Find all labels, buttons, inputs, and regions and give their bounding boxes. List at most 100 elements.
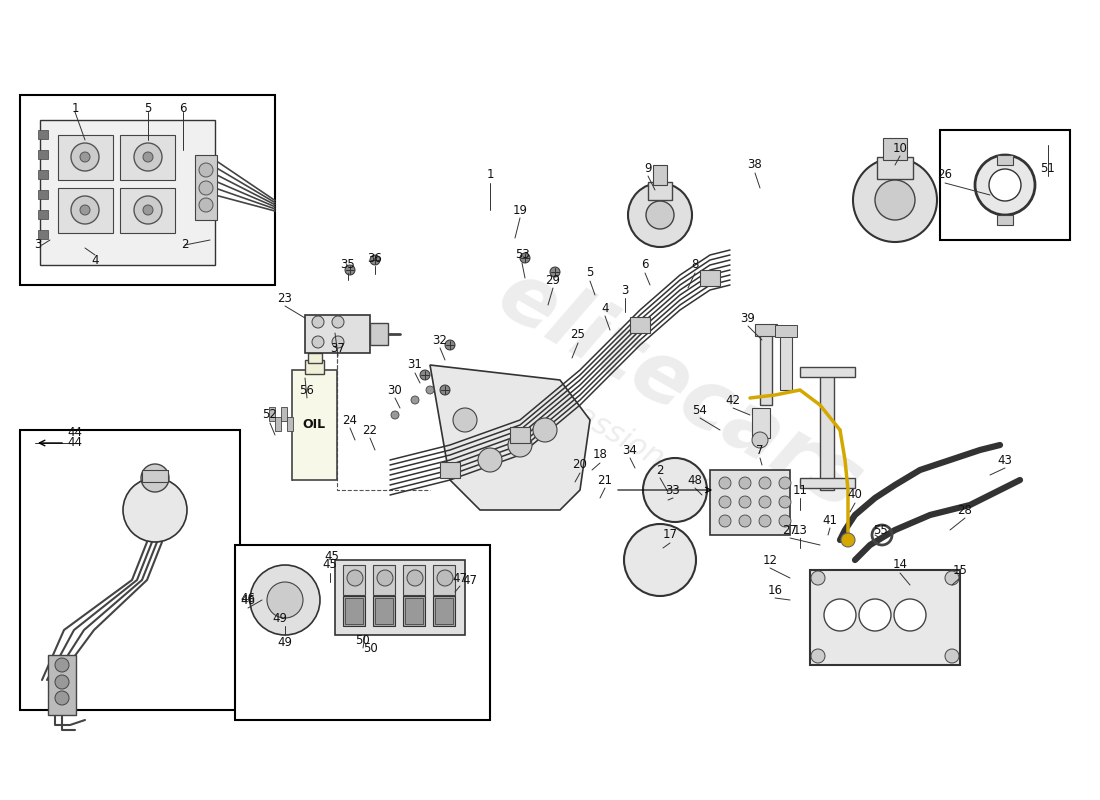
Bar <box>235 545 490 720</box>
Text: 46: 46 <box>241 594 255 606</box>
Bar <box>433 565 455 595</box>
Text: 17: 17 <box>662 529 678 542</box>
Text: 21: 21 <box>597 474 613 486</box>
Bar <box>800 367 855 377</box>
Bar <box>752 408 770 438</box>
Bar <box>940 130 1070 240</box>
Circle shape <box>267 582 303 618</box>
Text: 23: 23 <box>277 291 293 305</box>
Text: 1: 1 <box>486 169 494 182</box>
Circle shape <box>134 196 162 224</box>
Text: 50: 50 <box>355 634 371 646</box>
Text: 4: 4 <box>91 254 99 266</box>
Bar <box>39 170 48 179</box>
Bar <box>883 138 908 160</box>
Bar <box>20 95 275 285</box>
Bar <box>630 317 650 333</box>
Text: 9: 9 <box>645 162 651 174</box>
Text: 5: 5 <box>586 266 594 279</box>
Text: 45: 45 <box>322 558 338 571</box>
Circle shape <box>945 571 959 585</box>
Text: 53: 53 <box>515 249 529 262</box>
Text: 22: 22 <box>363 423 377 437</box>
Text: a passion for parts: a passion for parts <box>529 376 791 544</box>
Text: 29: 29 <box>546 274 561 286</box>
Circle shape <box>824 599 856 631</box>
Circle shape <box>55 691 69 705</box>
Text: 51: 51 <box>1041 162 1055 174</box>
Bar <box>39 150 48 159</box>
Text: 4: 4 <box>602 302 608 314</box>
Text: 45: 45 <box>324 550 340 562</box>
Text: elitecars: elitecars <box>484 254 877 526</box>
Circle shape <box>80 205 90 215</box>
Circle shape <box>852 158 937 242</box>
Circle shape <box>644 458 707 522</box>
Circle shape <box>719 477 732 489</box>
Bar <box>810 570 960 665</box>
Circle shape <box>199 181 213 195</box>
Circle shape <box>534 418 557 442</box>
Circle shape <box>332 336 344 348</box>
Text: 48: 48 <box>688 474 703 486</box>
Bar <box>800 478 855 488</box>
Circle shape <box>759 477 771 489</box>
Circle shape <box>390 411 399 419</box>
Bar <box>403 565 425 595</box>
Bar <box>345 598 363 624</box>
Bar <box>403 596 425 626</box>
Circle shape <box>624 524 696 596</box>
Bar <box>510 427 530 443</box>
Bar <box>39 230 48 239</box>
Text: 8: 8 <box>691 258 698 271</box>
Circle shape <box>752 432 768 448</box>
Text: OIL: OIL <box>302 418 326 431</box>
Text: 2: 2 <box>182 238 189 251</box>
Bar <box>373 596 395 626</box>
Circle shape <box>989 169 1021 201</box>
Text: 47: 47 <box>462 574 477 586</box>
Text: 49: 49 <box>273 611 287 625</box>
Text: 16: 16 <box>768 583 782 597</box>
Text: 30: 30 <box>387 383 403 397</box>
Circle shape <box>370 255 379 265</box>
Circle shape <box>199 163 213 177</box>
Circle shape <box>874 180 915 220</box>
Circle shape <box>945 649 959 663</box>
Text: 54: 54 <box>693 403 707 417</box>
Circle shape <box>55 675 69 689</box>
Text: 41: 41 <box>823 514 837 526</box>
Circle shape <box>842 533 855 547</box>
Circle shape <box>440 385 450 395</box>
Text: 44: 44 <box>67 426 82 438</box>
Text: 50: 50 <box>363 642 377 654</box>
Text: 40: 40 <box>848 489 862 502</box>
Circle shape <box>426 386 434 394</box>
Circle shape <box>508 433 532 457</box>
Circle shape <box>123 478 187 542</box>
Bar <box>48 655 76 715</box>
Bar <box>373 565 395 595</box>
Text: 7: 7 <box>757 443 763 457</box>
Bar <box>997 155 1013 165</box>
Circle shape <box>377 570 393 586</box>
Circle shape <box>719 515 732 527</box>
Text: 3: 3 <box>34 238 42 251</box>
Circle shape <box>437 570 453 586</box>
Circle shape <box>72 143 99 171</box>
Bar <box>755 324 777 336</box>
Circle shape <box>199 198 213 212</box>
Bar <box>270 407 275 421</box>
Circle shape <box>779 477 791 489</box>
Circle shape <box>143 152 153 162</box>
Text: 56: 56 <box>299 383 315 397</box>
Text: 47: 47 <box>452 571 468 585</box>
Bar <box>820 370 834 490</box>
Circle shape <box>346 570 363 586</box>
Text: 33: 33 <box>666 483 681 497</box>
Circle shape <box>345 265 355 275</box>
Circle shape <box>312 316 324 328</box>
Bar <box>370 323 388 345</box>
Circle shape <box>719 496 732 508</box>
Bar <box>433 596 455 626</box>
